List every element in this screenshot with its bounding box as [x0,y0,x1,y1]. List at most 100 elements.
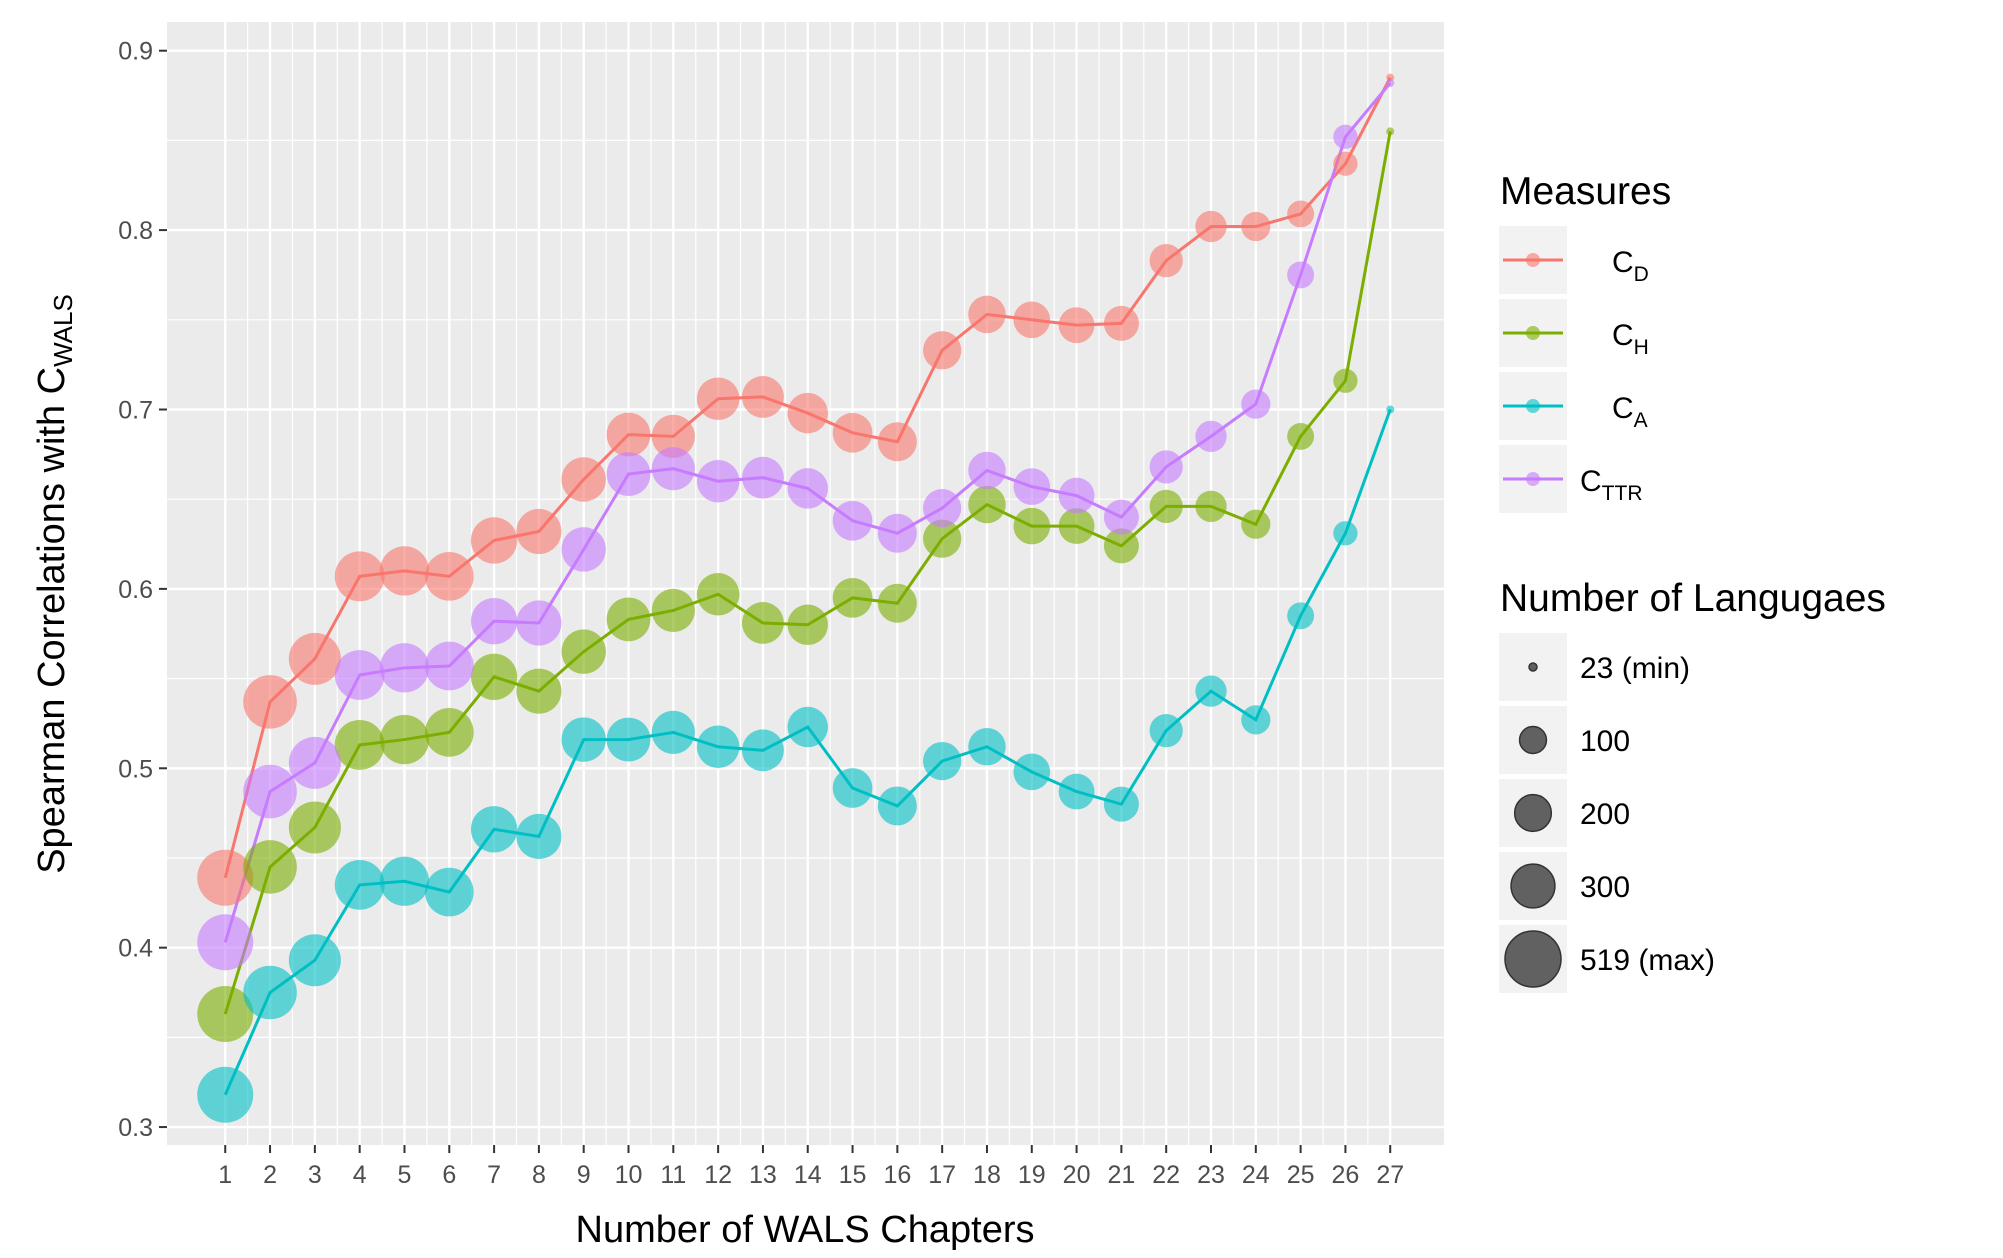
y-tick-label: 0.9 [118,38,153,66]
data-point-ttr [1333,124,1358,149]
data-point-a [470,806,518,853]
legend-size-key-point [1513,793,1553,833]
data-point-ttr [968,451,1006,490]
data-point-ttr [1195,420,1227,453]
x-tick-label: 22 [1152,1161,1180,1189]
x-tick-label: 3 [308,1161,322,1189]
data-point-a [1013,753,1051,791]
data-point-ttr [787,468,828,509]
data-point-d [696,377,740,421]
data-point-h [334,720,385,770]
x-tick-label: 24 [1242,1161,1270,1189]
data-point-d [832,412,873,453]
data-point-d [741,375,784,418]
data-point-h [696,572,740,616]
data-point-d [923,331,962,370]
x-tick-label: 15 [839,1161,867,1189]
data-point-d [787,392,828,434]
data-point-ttr [606,452,651,497]
data-point-ttr [243,764,297,819]
data-point-d [1013,301,1051,339]
data-point-d [1195,210,1227,243]
data-point-h [1287,422,1315,450]
legend-size-label: 100 [1580,725,1630,758]
data-point-h [606,597,651,642]
data-point-h [787,604,828,645]
data-point-d [606,412,651,457]
data-point-ttr [1241,389,1271,419]
legend-key-point-ttr [1526,472,1540,486]
legend-size-key-point [1528,662,1538,672]
legend-color-keys: CD CH CA CTTR [1499,226,1649,513]
data-point-ttr [696,459,740,503]
legend-size-key-point [1504,930,1562,988]
data-point-a [424,867,474,917]
data-point-h [424,708,474,757]
x-tick-label: 5 [398,1161,412,1189]
y-tick-label: 0.3 [118,1114,153,1142]
data-point-ttr [1103,499,1139,535]
x-tick-label: 19 [1018,1161,1046,1189]
legend-key-point-h [1526,326,1540,340]
x-tick-label: 8 [532,1161,546,1189]
data-point-d [651,414,695,459]
data-point-h [741,602,784,644]
y-tick-label: 0.7 [118,396,153,424]
legend-size-key-point [1510,863,1556,909]
y-tick-label: 0.8 [118,217,153,245]
data-point-a [877,786,917,826]
x-tick-label: 27 [1376,1161,1404,1189]
data-point-d [1287,200,1315,228]
data-point-a [1386,405,1395,414]
data-point-h [1195,490,1227,523]
data-point-h [379,714,430,765]
data-point-a [1287,602,1315,630]
y-tick-label: 0.6 [118,576,153,604]
x-tick-label: 11 [660,1161,686,1189]
legend-color-title: Measures [1500,170,1671,213]
x-tick-label: 7 [487,1161,501,1189]
x-tick-label: 9 [577,1161,591,1189]
data-point-a [787,706,828,748]
data-point-h [1103,528,1139,564]
x-tick-label: 12 [704,1161,732,1189]
x-tick-label: 17 [928,1161,956,1189]
data-point-d [197,849,254,906]
data-point-a [243,965,297,1020]
legend-size-title: Number of Langugaes [1500,577,1886,620]
data-point-a [334,859,385,910]
data-point-d [968,295,1006,334]
data-point-a [1195,675,1227,707]
legend-label-h: CH [1612,319,1649,359]
x-tick-label: 18 [973,1161,1001,1189]
data-point-a [379,856,430,906]
legend-label-d: CD [1612,246,1649,286]
data-point-a [516,813,562,860]
data-point-h [197,986,254,1043]
x-tick-label: 10 [615,1161,643,1189]
data-point-a [606,717,651,762]
data-point-ttr [877,513,917,553]
data-point-h [923,519,962,558]
data-point-a [832,768,873,808]
data-point-ttr [1287,261,1315,289]
y-axis: 0.3 0.4 0.5 0.6 0.7 0.8 0.9 [118,38,167,1142]
data-point-h [832,577,873,618]
data-point-ttr [651,447,695,491]
data-point-d [243,675,297,729]
x-tick-label: 6 [442,1161,456,1189]
data-point-d [1058,307,1095,344]
legend-size-label: 519 (max) [1580,944,1715,977]
y-tick-label: 0.4 [118,935,153,963]
x-tick-label: 26 [1332,1161,1360,1189]
data-point-a [968,728,1006,766]
data-point-d [379,546,430,596]
data-point-d [288,632,341,685]
data-point-ttr [470,597,518,645]
data-point-h [877,583,917,623]
x-tick-label: 20 [1063,1161,1091,1189]
data-point-h [243,840,297,894]
data-point-h [1386,127,1395,136]
